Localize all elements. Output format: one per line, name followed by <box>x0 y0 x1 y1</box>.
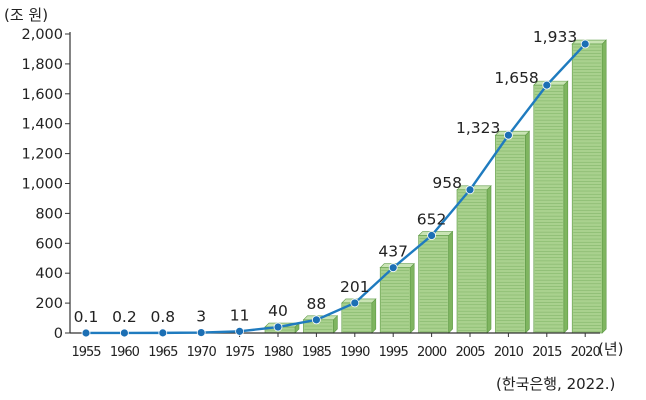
data-label: 40 <box>268 302 288 320</box>
bundle-side <box>371 298 377 334</box>
money-bundle <box>494 130 531 334</box>
x-tick-label: 2010 <box>494 345 524 360</box>
series-line-group <box>81 39 590 338</box>
y-axis-unit: (조 원) <box>4 6 49 24</box>
money-bundle <box>533 80 569 334</box>
y-tick-label: 1,800 <box>21 57 63 73</box>
bundle-front <box>341 302 373 334</box>
data-point <box>235 326 245 336</box>
bundle-front <box>456 189 488 334</box>
bundle-front <box>418 235 449 334</box>
data-point <box>580 39 590 49</box>
data-label: 1,658 <box>494 69 538 87</box>
data-point <box>311 315 321 325</box>
y-tick-label: 600 <box>35 236 63 252</box>
money-bundle <box>341 298 377 334</box>
data-point <box>542 80 552 90</box>
data-label: 1,933 <box>533 28 577 46</box>
bundle-side <box>563 80 569 334</box>
bundle-side <box>409 262 415 334</box>
y-tick-label: 1,200 <box>21 147 63 163</box>
data-point <box>120 328 129 338</box>
bundle-side <box>448 230 453 334</box>
x-tick-label: 1980 <box>263 345 293 360</box>
source-note: (한국은행, 2022.) <box>496 375 616 393</box>
x-tick-label: 2015 <box>532 345 562 360</box>
data-point <box>503 130 513 140</box>
data-label: 0.2 <box>112 308 137 326</box>
x-tick-label: 2005 <box>455 345 485 360</box>
y-tick-label: 1,600 <box>21 87 63 103</box>
x-tick-label: 1960 <box>110 345 140 360</box>
y-tick-label: 1,400 <box>21 117 63 133</box>
data-label: 0.1 <box>74 308 99 326</box>
money-bundle <box>417 230 454 334</box>
y-tick-label: 200 <box>35 296 63 312</box>
data-label: 958 <box>432 174 462 192</box>
x-tick-label: 2000 <box>417 345 447 360</box>
bundle-side <box>601 39 607 334</box>
y-tick-label: 1,000 <box>21 177 63 193</box>
bundle-front <box>533 84 565 334</box>
x-tick-label: 1970 <box>187 345 217 360</box>
data-point <box>273 322 283 332</box>
data-label: 0.8 <box>150 308 175 326</box>
data-label: 88 <box>307 295 327 313</box>
x-tick-label: 1990 <box>340 345 370 360</box>
data-point <box>158 328 168 338</box>
data-point <box>388 263 398 273</box>
bundle-side <box>525 130 530 334</box>
data-point <box>81 328 91 338</box>
series-line <box>85 43 587 335</box>
data-point <box>196 328 206 337</box>
x-tick-label: 1975 <box>225 345 255 360</box>
y-axis-ticks: 0 200 400 600 800 1,000 1,200 1,400 1,600 1,800 2,… <box>21 27 70 342</box>
data-point <box>465 185 475 195</box>
x-tick-label: 1955 <box>71 345 101 360</box>
y-tick-label: 400 <box>35 266 63 282</box>
data-label: 652 <box>417 211 447 229</box>
data-labels: 0.1 0.2 0.8 3 11 40 88 201 437 652 958 1,323 1,658 1,… <box>74 28 578 326</box>
data-label: 1,323 <box>456 119 500 137</box>
y-tick-label: 0 <box>54 326 63 342</box>
bundle-side <box>486 185 492 334</box>
money-bundle <box>571 39 607 334</box>
data-label: 11 <box>230 306 250 324</box>
x-tick-label: 2020 <box>571 345 601 360</box>
x-tick-label: 1965 <box>148 345 178 360</box>
data-point <box>350 298 360 308</box>
data-label: 437 <box>378 243 408 261</box>
data-label: 201 <box>340 278 370 296</box>
bundle-front <box>571 43 603 334</box>
x-axis-unit: (년) <box>598 340 624 358</box>
y-tick-label: 800 <box>35 206 63 222</box>
x-tick-label: 1985 <box>302 345 332 360</box>
data-label: 3 <box>196 308 206 326</box>
data-point <box>427 231 437 240</box>
money-bundle <box>456 185 492 334</box>
x-axis-ticks: 1955 1960 1965 1970 1975 1980 1985 1990 1995 2000… <box>71 333 601 360</box>
bundle-front <box>379 267 411 334</box>
x-tick-label: 1995 <box>379 345 409 360</box>
money-bundles <box>264 39 607 334</box>
y-tick-label: 2,000 <box>21 27 63 43</box>
